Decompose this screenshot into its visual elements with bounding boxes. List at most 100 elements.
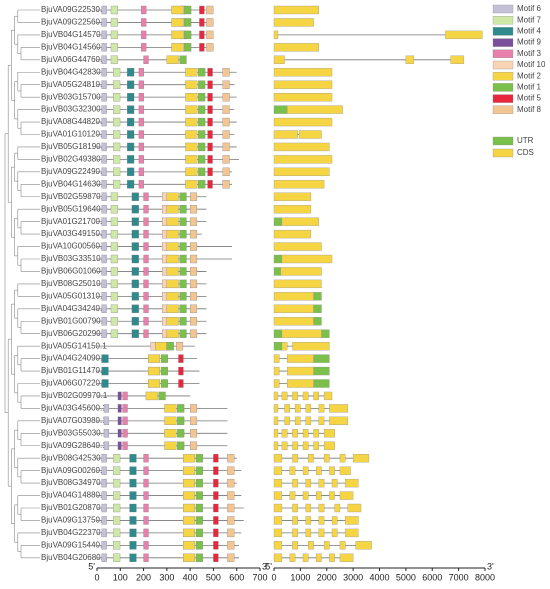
- exon: [292, 391, 298, 401]
- motif-box: [222, 93, 230, 102]
- motif-box: [199, 5, 205, 15]
- motif-box: [138, 80, 144, 89]
- exon: [284, 404, 290, 413]
- motif-box: [162, 229, 168, 239]
- motif-box: [227, 491, 235, 500]
- motif-box: [110, 18, 118, 27]
- motif-box: [184, 43, 192, 52]
- motif-box: [113, 516, 121, 525]
- motif-box: [199, 30, 205, 40]
- motif-box: [131, 205, 139, 214]
- gene-label: BjuVB05G18190.1: [41, 142, 108, 151]
- exon: [318, 516, 325, 525]
- gene-label: BjuVB01G00790.1: [41, 316, 108, 325]
- legend-label: Motif 1: [517, 83, 542, 92]
- motif-box: [183, 466, 195, 475]
- exon: [287, 354, 314, 363]
- motif-box: [166, 292, 179, 301]
- legend-swatch: [492, 72, 514, 81]
- motif-box: [198, 167, 206, 177]
- motif-box: [129, 454, 137, 463]
- exon: [273, 466, 283, 475]
- motif-box: [101, 304, 107, 313]
- motif-box: [148, 354, 161, 363]
- motif-box: [213, 516, 219, 525]
- motif-box: [184, 5, 192, 15]
- exon: [323, 541, 330, 550]
- exon: [273, 229, 312, 239]
- motif-box: [195, 528, 203, 538]
- motif-box: [178, 379, 184, 388]
- exon: [308, 541, 314, 550]
- gene-label: BjuVB03G15700.1: [41, 92, 108, 101]
- exon: [339, 466, 351, 475]
- exon: [329, 404, 349, 413]
- motif-box: [166, 55, 179, 64]
- motif-box: [101, 503, 107, 513]
- x-tick-label: 1000: [290, 572, 310, 582]
- motif-box: [222, 80, 230, 89]
- exon: [273, 341, 283, 351]
- exon: [323, 429, 335, 438]
- exon: [292, 503, 298, 513]
- motif-box: [143, 516, 149, 525]
- motif-box: [227, 516, 235, 525]
- exon: [280, 267, 322, 276]
- gene-label: BjuVB04G42830.1: [41, 67, 108, 76]
- motif-box: [110, 279, 118, 289]
- motif-box: [131, 242, 139, 251]
- motif-box: [110, 242, 118, 251]
- legend-swatch: [492, 105, 514, 114]
- gene-label: BjuVA09G22490.1: [41, 167, 107, 176]
- motif-box: [184, 18, 192, 27]
- exon: [292, 528, 298, 538]
- motif-box: [162, 205, 168, 214]
- exon: [292, 516, 298, 525]
- motif-box: [179, 292, 187, 301]
- motif-box: [189, 429, 198, 438]
- x-tick-label: 0: [271, 572, 276, 582]
- legend-label: Motif 2: [517, 71, 542, 80]
- motif-box: [131, 292, 139, 301]
- motif-box: [138, 68, 144, 77]
- exon: [345, 516, 359, 525]
- motif-box: [127, 68, 135, 77]
- exon: [323, 454, 330, 463]
- motif-box: [162, 242, 168, 251]
- exon: [273, 205, 312, 214]
- motif-box: [103, 429, 110, 438]
- motif-box: [158, 391, 166, 401]
- motif-box: [195, 503, 203, 513]
- motif-box: [101, 205, 107, 214]
- exon: [273, 304, 314, 313]
- motif-box: [183, 553, 195, 562]
- x-tick-label: 5000: [396, 572, 416, 582]
- motif-box: [101, 117, 107, 127]
- exon: [302, 491, 309, 500]
- x-tick-label: 500: [206, 572, 221, 582]
- motif-box: [206, 18, 214, 27]
- motif-box: [213, 466, 219, 475]
- motif-box: [143, 553, 149, 562]
- exon: [273, 217, 283, 226]
- motif-box: [227, 541, 235, 550]
- exon: [316, 491, 322, 500]
- motif-box: [143, 491, 149, 500]
- motif-box: [195, 478, 203, 488]
- motif-box: [127, 142, 135, 152]
- gene-label: BjuVA08G44820.1: [41, 117, 107, 126]
- exon: [292, 341, 330, 351]
- motif-box: [195, 541, 203, 550]
- motif-box: [113, 466, 121, 475]
- exon: [305, 404, 312, 413]
- motif-box: [227, 466, 235, 475]
- motif-box: [176, 341, 184, 351]
- motif-box: [101, 329, 107, 338]
- motif-box: [179, 304, 187, 313]
- x-tick-label: 700: [252, 572, 267, 582]
- gene-label: BjuVA05G01310.1: [41, 291, 107, 300]
- motif-box: [129, 553, 137, 562]
- motif-box: [179, 317, 187, 326]
- motif-box: [101, 18, 107, 27]
- motif-box: [164, 441, 177, 450]
